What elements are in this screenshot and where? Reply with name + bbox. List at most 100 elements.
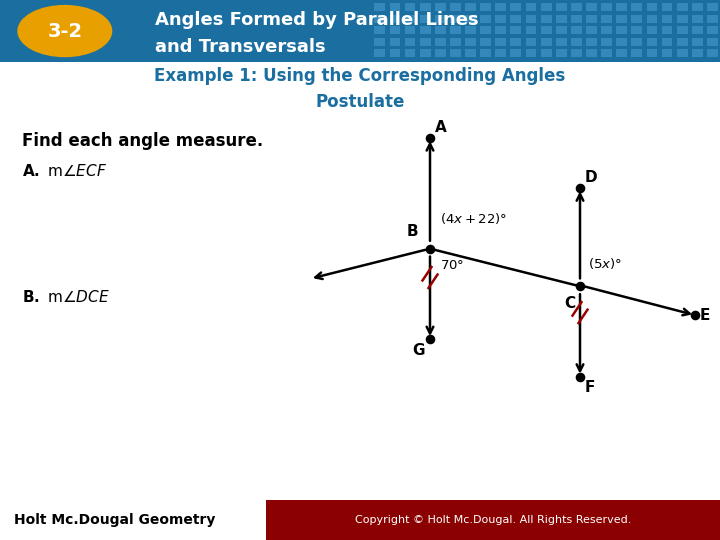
FancyBboxPatch shape bbox=[405, 15, 415, 23]
Text: Angles Formed by Parallel Lines: Angles Formed by Parallel Lines bbox=[155, 11, 478, 29]
Text: A: A bbox=[435, 119, 446, 134]
FancyBboxPatch shape bbox=[510, 38, 521, 46]
FancyBboxPatch shape bbox=[556, 3, 567, 11]
FancyBboxPatch shape bbox=[662, 38, 672, 46]
FancyBboxPatch shape bbox=[480, 38, 491, 46]
FancyBboxPatch shape bbox=[495, 3, 506, 11]
FancyBboxPatch shape bbox=[631, 49, 642, 57]
FancyBboxPatch shape bbox=[616, 3, 627, 11]
FancyBboxPatch shape bbox=[405, 3, 415, 11]
FancyBboxPatch shape bbox=[526, 38, 536, 46]
FancyBboxPatch shape bbox=[390, 3, 400, 11]
FancyBboxPatch shape bbox=[541, 38, 552, 46]
FancyBboxPatch shape bbox=[586, 15, 597, 23]
FancyBboxPatch shape bbox=[631, 15, 642, 23]
FancyBboxPatch shape bbox=[692, 15, 703, 23]
FancyBboxPatch shape bbox=[692, 26, 703, 34]
Text: $70°$: $70°$ bbox=[440, 259, 464, 272]
FancyBboxPatch shape bbox=[420, 49, 431, 57]
FancyBboxPatch shape bbox=[647, 26, 657, 34]
FancyBboxPatch shape bbox=[662, 49, 672, 57]
FancyBboxPatch shape bbox=[601, 26, 612, 34]
Text: G: G bbox=[413, 343, 425, 357]
FancyBboxPatch shape bbox=[374, 49, 385, 57]
FancyBboxPatch shape bbox=[465, 3, 476, 11]
FancyBboxPatch shape bbox=[541, 49, 552, 57]
FancyBboxPatch shape bbox=[586, 26, 597, 34]
FancyBboxPatch shape bbox=[450, 49, 461, 57]
FancyBboxPatch shape bbox=[374, 3, 385, 11]
FancyBboxPatch shape bbox=[465, 26, 476, 34]
FancyBboxPatch shape bbox=[692, 38, 703, 46]
FancyBboxPatch shape bbox=[601, 38, 612, 46]
FancyBboxPatch shape bbox=[647, 3, 657, 11]
FancyBboxPatch shape bbox=[631, 26, 642, 34]
Text: Example 1: Using the Corresponding Angles: Example 1: Using the Corresponding Angle… bbox=[154, 67, 566, 85]
FancyBboxPatch shape bbox=[647, 38, 657, 46]
Text: Postulate: Postulate bbox=[315, 93, 405, 111]
FancyBboxPatch shape bbox=[390, 26, 400, 34]
FancyBboxPatch shape bbox=[420, 38, 431, 46]
Point bbox=[689, 311, 701, 320]
FancyBboxPatch shape bbox=[707, 49, 718, 57]
FancyBboxPatch shape bbox=[465, 38, 476, 46]
FancyBboxPatch shape bbox=[450, 15, 461, 23]
FancyBboxPatch shape bbox=[571, 38, 582, 46]
FancyBboxPatch shape bbox=[450, 26, 461, 34]
FancyBboxPatch shape bbox=[677, 26, 688, 34]
FancyBboxPatch shape bbox=[405, 38, 415, 46]
FancyBboxPatch shape bbox=[526, 49, 536, 57]
Text: $\mathbf{A.}$ m$\angle$$\it{ECF}$: $\mathbf{A.}$ m$\angle$$\it{ECF}$ bbox=[22, 164, 107, 179]
Text: E: E bbox=[700, 308, 711, 322]
FancyBboxPatch shape bbox=[601, 15, 612, 23]
FancyBboxPatch shape bbox=[374, 38, 385, 46]
FancyBboxPatch shape bbox=[435, 49, 446, 57]
FancyBboxPatch shape bbox=[556, 38, 567, 46]
Point bbox=[575, 282, 586, 291]
FancyBboxPatch shape bbox=[510, 49, 521, 57]
Text: Holt Mc.Dougal Geometry: Holt Mc.Dougal Geometry bbox=[14, 513, 216, 526]
FancyBboxPatch shape bbox=[586, 38, 597, 46]
FancyBboxPatch shape bbox=[707, 38, 718, 46]
FancyBboxPatch shape bbox=[526, 3, 536, 11]
FancyBboxPatch shape bbox=[495, 26, 506, 34]
FancyBboxPatch shape bbox=[526, 15, 536, 23]
FancyBboxPatch shape bbox=[677, 38, 688, 46]
Text: C: C bbox=[564, 296, 575, 312]
Text: D: D bbox=[585, 170, 598, 185]
FancyBboxPatch shape bbox=[480, 26, 491, 34]
FancyBboxPatch shape bbox=[556, 26, 567, 34]
FancyBboxPatch shape bbox=[405, 26, 415, 34]
FancyBboxPatch shape bbox=[266, 500, 720, 540]
Text: Find each angle measure.: Find each angle measure. bbox=[22, 132, 264, 150]
FancyBboxPatch shape bbox=[662, 26, 672, 34]
Point bbox=[575, 184, 586, 193]
FancyBboxPatch shape bbox=[556, 49, 567, 57]
FancyBboxPatch shape bbox=[0, 0, 720, 62]
FancyBboxPatch shape bbox=[510, 26, 521, 34]
FancyBboxPatch shape bbox=[495, 49, 506, 57]
FancyBboxPatch shape bbox=[586, 49, 597, 57]
Point bbox=[575, 372, 586, 381]
FancyBboxPatch shape bbox=[601, 49, 612, 57]
FancyBboxPatch shape bbox=[541, 26, 552, 34]
FancyBboxPatch shape bbox=[405, 49, 415, 57]
Point bbox=[424, 134, 436, 143]
FancyBboxPatch shape bbox=[677, 3, 688, 11]
Text: $(5x)°$: $(5x)°$ bbox=[588, 256, 622, 271]
FancyBboxPatch shape bbox=[435, 38, 446, 46]
FancyBboxPatch shape bbox=[586, 3, 597, 11]
Point bbox=[424, 335, 436, 343]
FancyBboxPatch shape bbox=[374, 15, 385, 23]
FancyBboxPatch shape bbox=[571, 26, 582, 34]
FancyBboxPatch shape bbox=[556, 15, 567, 23]
FancyBboxPatch shape bbox=[510, 15, 521, 23]
FancyBboxPatch shape bbox=[707, 3, 718, 11]
FancyBboxPatch shape bbox=[692, 3, 703, 11]
FancyBboxPatch shape bbox=[510, 3, 521, 11]
FancyBboxPatch shape bbox=[631, 38, 642, 46]
FancyBboxPatch shape bbox=[390, 49, 400, 57]
FancyBboxPatch shape bbox=[541, 3, 552, 11]
FancyBboxPatch shape bbox=[450, 38, 461, 46]
FancyBboxPatch shape bbox=[677, 49, 688, 57]
